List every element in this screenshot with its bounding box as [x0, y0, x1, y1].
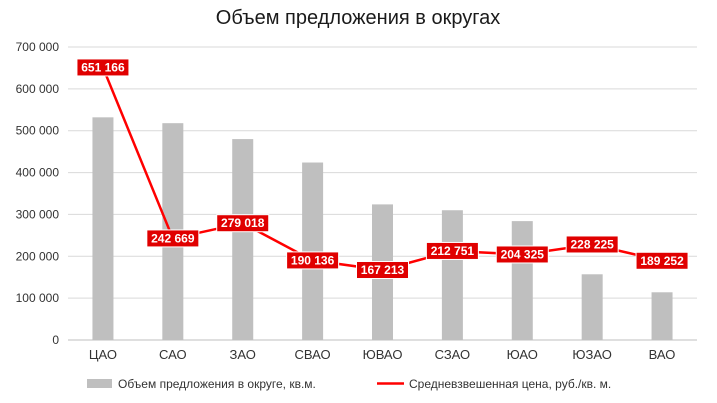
data-label-box — [76, 58, 130, 77]
bar — [232, 139, 254, 340]
y-tick-label: 300 000 — [16, 207, 60, 221]
data-label-text: 190 136 — [291, 253, 335, 267]
data-label: 204 325 — [495, 245, 549, 264]
data-label-text: 167 213 — [361, 263, 405, 277]
x-tick-label: ЮАО — [507, 347, 538, 362]
y-tick-label: 400 000 — [16, 166, 60, 180]
data-label-text: 242 669 — [151, 231, 195, 245]
bar — [511, 221, 533, 340]
y-tick-label: 200 000 — [16, 249, 60, 263]
y-tick-label: 0 — [52, 333, 59, 347]
data-label-text: 228 225 — [570, 237, 614, 251]
data-label: 189 252 — [635, 251, 689, 270]
bar — [651, 292, 673, 340]
x-tick-label: ЗАО — [230, 347, 256, 362]
legend: Объем предложения в округе, кв.м. Средне… — [87, 377, 611, 391]
y-tick-label: 500 000 — [16, 124, 60, 138]
bar — [92, 117, 114, 340]
y-tick-label: 600 000 — [16, 82, 60, 96]
bar — [441, 210, 463, 340]
data-label-box — [565, 235, 619, 254]
data-label: 279 018 — [216, 214, 270, 233]
x-tick-label: ЮВАО — [363, 347, 403, 362]
legend-bar-swatch — [87, 379, 112, 388]
x-tick-label: СВАО — [295, 347, 331, 362]
data-label-box — [356, 261, 409, 280]
data-label: 228 225 — [565, 235, 619, 254]
data-label: 190 136 — [286, 251, 340, 270]
data-label-box — [495, 245, 549, 264]
y-tick-label: 700 000 — [16, 40, 60, 54]
bar — [581, 274, 603, 340]
x-tick-label: САО — [159, 347, 187, 362]
data-label-text: 204 325 — [501, 247, 545, 261]
data-label-text: 189 252 — [640, 254, 684, 268]
data-label-text: 651 166 — [81, 60, 125, 74]
x-tick-label: ЮЗАО — [572, 347, 611, 362]
bar — [302, 162, 324, 340]
data-label-text: 212 751 — [431, 244, 475, 258]
data-label: 212 751 — [425, 241, 479, 260]
data-label-box — [635, 251, 689, 270]
bar-series — [92, 117, 673, 341]
data-labels: 651 166 242 669 279 018 190 136 167 213 212 7… — [76, 58, 689, 280]
x-axis-ticks: ЦАО САО ЗАО СВАО ЮВАО СЗАО ЮАО ЮЗАО ВАО — [89, 347, 676, 362]
data-label-box — [216, 214, 270, 233]
y-tick-label: 100 000 — [16, 291, 60, 305]
data-label: 651 166 — [76, 58, 130, 77]
data-label-box — [425, 241, 479, 260]
data-label: 167 213 — [356, 261, 409, 280]
data-label-box — [286, 251, 340, 270]
data-label-box — [146, 229, 200, 248]
x-tick-label: ЦАО — [89, 347, 117, 362]
data-label: 242 669 — [146, 229, 200, 248]
chart-title: Объем предложения в округах — [216, 7, 500, 29]
legend-bar-label: Объем предложения в округе, кв.м. — [118, 377, 316, 391]
y-axis-ticks: 0 100 000 200 000 300 000 400 000 500 000 600 … — [16, 40, 60, 347]
x-tick-label: ВАО — [649, 347, 676, 362]
x-tick-label: СЗАО — [435, 347, 471, 362]
data-label-text: 279 018 — [221, 216, 265, 230]
legend-line-label: Средневзвешенная цена, руб./кв. м. — [409, 377, 611, 391]
